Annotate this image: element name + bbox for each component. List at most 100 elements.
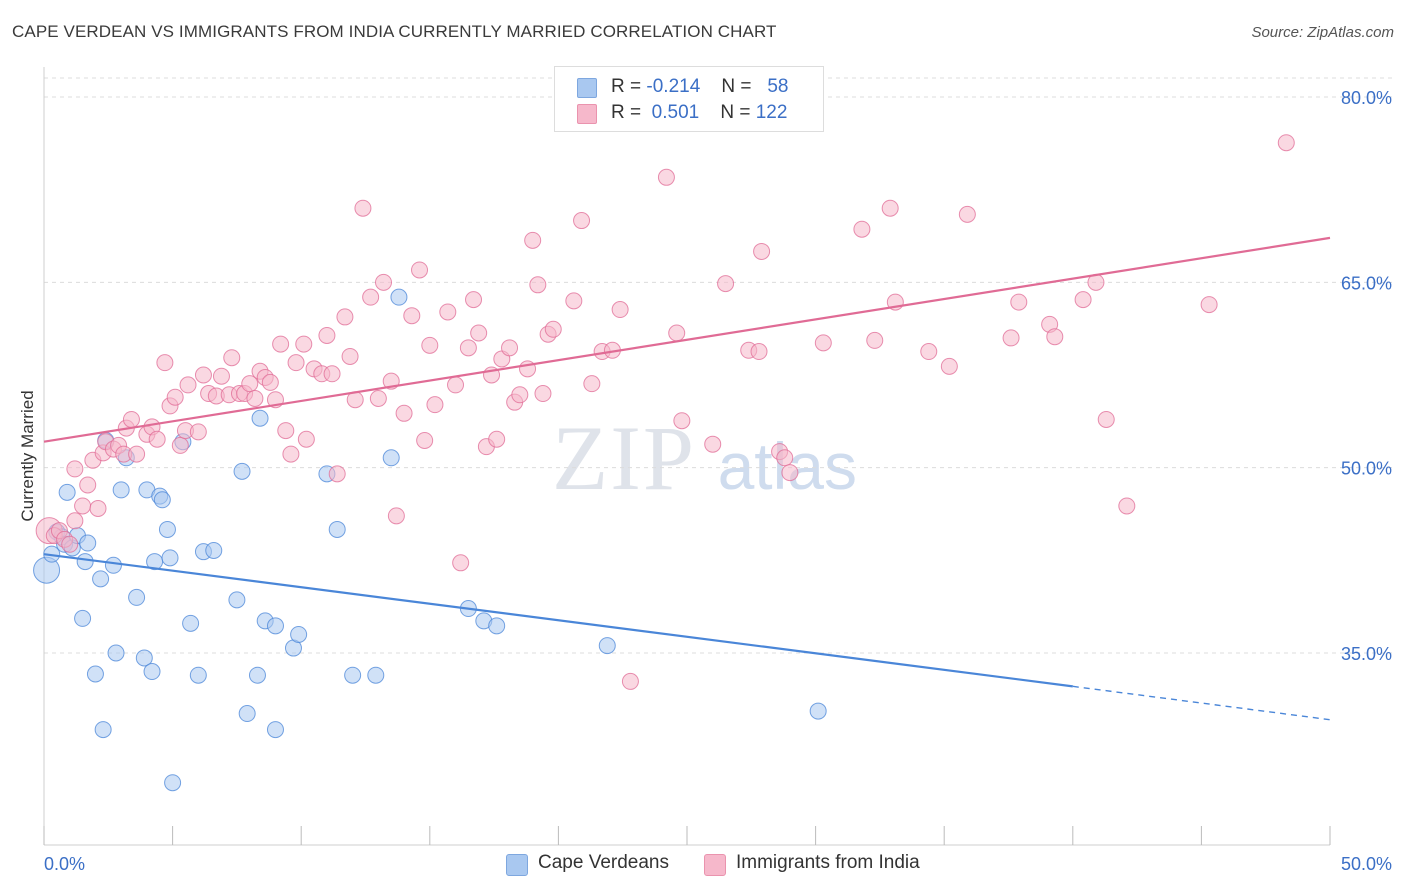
cape-verdean-point — [135, 649, 153, 667]
cape-verdean-point — [205, 541, 223, 559]
india-point — [1277, 134, 1295, 152]
cape-verdean-point — [112, 481, 130, 499]
n-value: 58 — [767, 76, 789, 97]
india-point — [452, 554, 470, 572]
india-point — [287, 354, 305, 372]
india-point — [920, 343, 938, 361]
cape-verdean-point — [164, 774, 182, 792]
india-point — [657, 168, 675, 186]
india-point — [439, 303, 457, 321]
india-point — [354, 199, 372, 217]
india-point — [341, 347, 359, 365]
india-point — [387, 507, 405, 525]
india-point — [668, 324, 686, 342]
india-point — [1010, 293, 1028, 311]
india-point — [223, 349, 241, 367]
india-point — [171, 436, 189, 454]
india-point — [156, 354, 174, 372]
india-point — [297, 430, 315, 448]
cape-verdean-point — [161, 549, 179, 567]
india-point — [470, 324, 488, 342]
cape-verdean-point — [107, 644, 125, 662]
india-point — [1074, 291, 1092, 309]
y-tick-label: 65.0% — [1341, 273, 1392, 293]
india-point — [61, 535, 79, 553]
cape-verdean-point — [92, 570, 110, 588]
cape-verdean-trendline-extension — [1072, 685, 1331, 721]
cape-verdean-point — [228, 591, 246, 609]
cape-verdean-point — [344, 666, 362, 684]
india-point — [246, 389, 264, 407]
y-tick-label: 50.0% — [1341, 459, 1392, 479]
n-value: 122 — [755, 102, 788, 123]
cape-verdean-point — [251, 409, 269, 427]
india-point — [179, 376, 197, 394]
cape-verdean-point — [598, 637, 616, 655]
cape-verdean-point — [290, 625, 308, 643]
india-point — [128, 445, 146, 463]
india-point — [776, 449, 794, 467]
india-point — [750, 343, 768, 361]
india-point — [465, 291, 483, 309]
india-point — [416, 431, 434, 449]
india-point — [753, 242, 771, 260]
r-value: 0.501 — [651, 102, 700, 123]
cape-verdean-point — [390, 288, 408, 306]
cape-verdean-point — [189, 666, 207, 684]
india-point — [272, 335, 290, 353]
india-point — [459, 339, 477, 357]
series-legend: Cape Verdeans Immigrants from India — [0, 852, 1406, 878]
india-point — [194, 366, 212, 384]
cape-verdean-point — [128, 588, 146, 606]
india-point — [66, 460, 84, 478]
chart-title: CAPE VERDEAN VS IMMIGRANTS FROM INDIA CU… — [12, 22, 777, 41]
india-point — [1118, 497, 1136, 515]
legend-label: Cape Verdeans — [538, 852, 669, 873]
cape-verdean-point — [266, 617, 284, 635]
cape-verdean-point — [488, 617, 506, 635]
india-point — [866, 331, 884, 349]
india-point — [781, 464, 799, 482]
n-label: N = — [721, 76, 752, 97]
india-point — [421, 336, 439, 354]
r-value: -0.214 — [646, 76, 701, 97]
india-point — [717, 275, 735, 293]
india-point — [447, 376, 465, 394]
india-point — [362, 288, 380, 306]
india-point — [336, 308, 354, 326]
watermark: ZIP atlas — [552, 405, 857, 511]
india-point — [524, 231, 542, 249]
legend-swatch-blue — [506, 854, 528, 876]
cape-verdean-trendline — [43, 553, 1073, 688]
cape-verdean-point — [74, 609, 92, 627]
india-point — [673, 412, 691, 430]
cape-verdean-point — [143, 663, 161, 681]
india-point — [395, 404, 413, 422]
india-point — [79, 476, 97, 494]
india-point — [1046, 328, 1064, 346]
india-point — [565, 292, 583, 310]
india-point — [318, 326, 336, 344]
cape-verdean-point — [158, 520, 176, 538]
india-point — [261, 373, 279, 391]
legend-swatch-blue — [577, 78, 597, 98]
cape-verdean-point — [382, 449, 400, 467]
cape-verdean-point — [58, 483, 76, 501]
india-point — [529, 276, 547, 294]
y-tick-label: 35.0% — [1341, 644, 1392, 664]
india-point — [488, 430, 506, 448]
india-point — [426, 396, 444, 414]
cape-verdean-point — [266, 721, 284, 739]
india-point — [282, 445, 300, 463]
india-point — [501, 339, 519, 357]
correlation-legend: R = -0.214 N = 58 R = 0.501 N = 122 — [554, 66, 824, 132]
india-point — [1097, 410, 1115, 428]
source-label: Source: ZipAtlas.com — [1251, 24, 1394, 41]
watermark-zip: ZIP — [552, 407, 693, 509]
cape-verdean-point — [233, 462, 251, 480]
cape-verdean-point — [238, 705, 256, 723]
india-point — [277, 422, 295, 440]
india-point — [122, 410, 140, 428]
india-point — [212, 367, 230, 385]
